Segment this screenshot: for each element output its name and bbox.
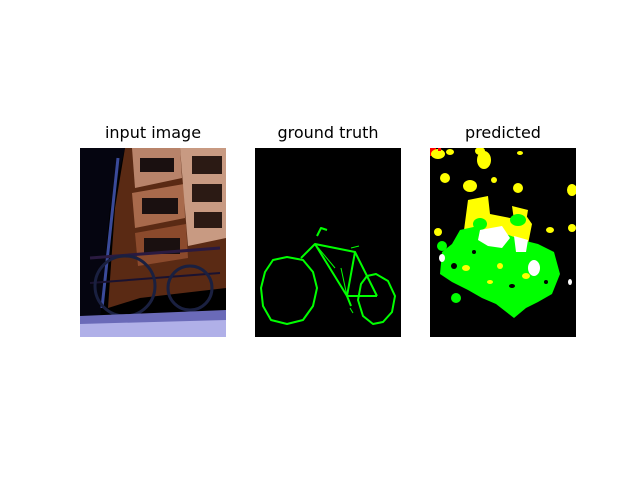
- ground-truth-bicycle-outline: [255, 148, 401, 337]
- panel-ground-truth: ground truth: [255, 123, 401, 337]
- ground-truth-mask: [255, 148, 401, 337]
- panel-title-predicted: predicted: [465, 123, 541, 142]
- input-image: [80, 148, 226, 337]
- panel-input-image: input image: [80, 123, 226, 337]
- panel-title-ground-truth: ground truth: [277, 123, 379, 142]
- predicted-mask: [430, 148, 576, 337]
- panel-predicted: predicted: [430, 123, 576, 337]
- input-photo-graphic: [80, 148, 226, 337]
- panel-title-input-image: input image: [104, 123, 202, 142]
- predicted-segmentation: [430, 148, 576, 337]
